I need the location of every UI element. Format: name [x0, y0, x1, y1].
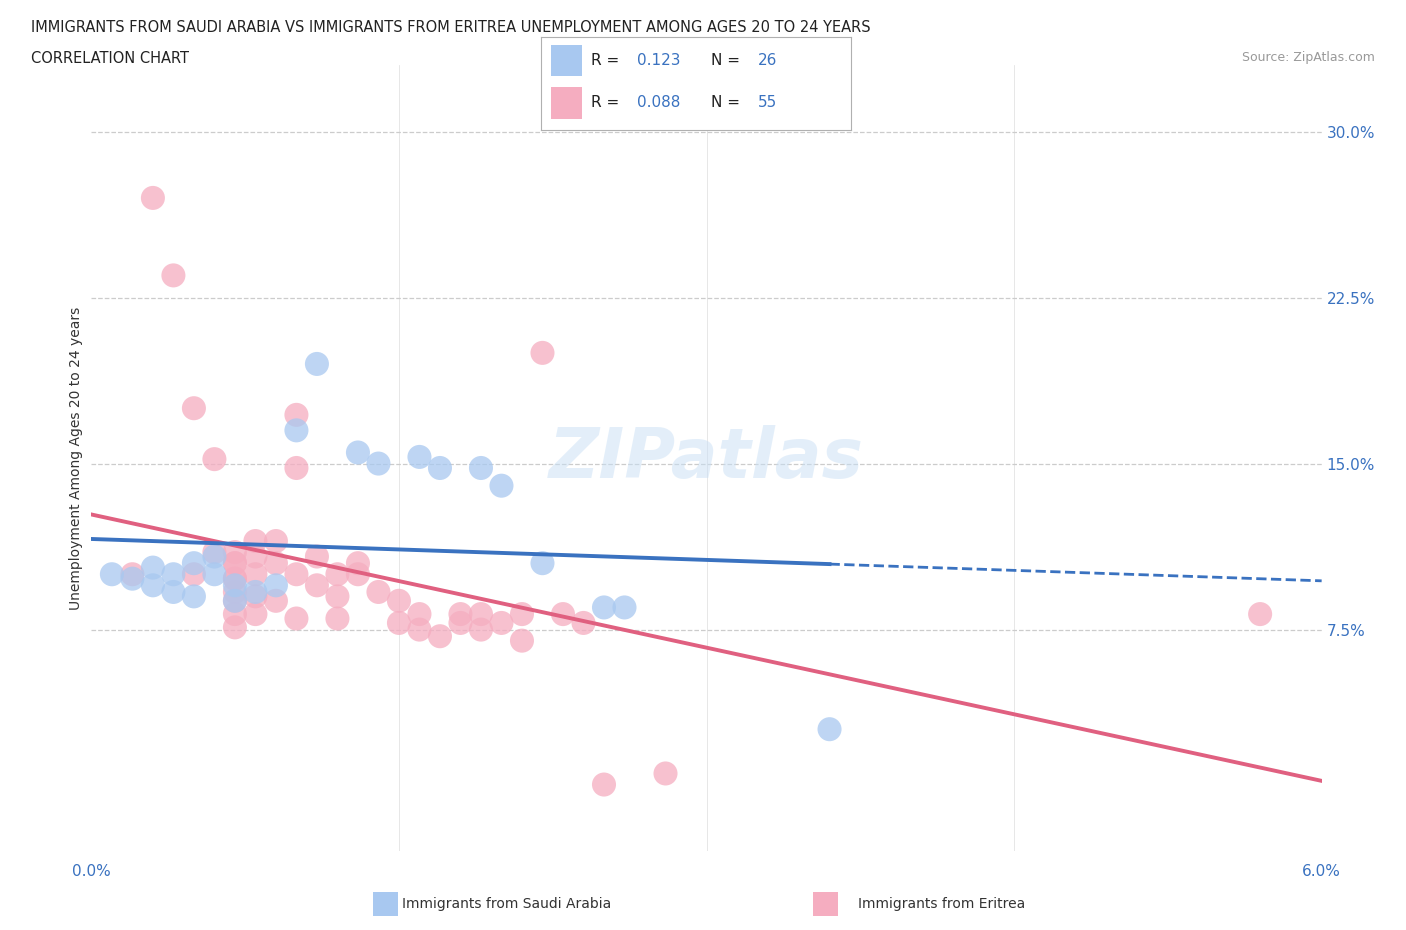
Point: [183, 566, 205, 581]
Point: [470, 622, 492, 637]
Text: Immigrants from Eritrea: Immigrants from Eritrea: [859, 897, 1025, 911]
Point: [531, 345, 554, 360]
Point: [347, 556, 370, 571]
Point: [224, 571, 246, 586]
Point: [101, 566, 124, 581]
Point: [470, 606, 492, 621]
Text: 0.123: 0.123: [637, 53, 681, 68]
Point: [388, 593, 411, 608]
Point: [264, 556, 287, 571]
Point: [408, 622, 430, 637]
Point: [264, 593, 287, 608]
Y-axis label: Unemployment Among Ages 20 to 24 years: Unemployment Among Ages 20 to 24 years: [69, 306, 83, 610]
Point: [285, 611, 308, 626]
Point: [449, 606, 471, 621]
Point: [510, 606, 533, 621]
Text: Source: ZipAtlas.com: Source: ZipAtlas.com: [1241, 51, 1375, 64]
Text: N =: N =: [711, 95, 741, 110]
Text: CORRELATION CHART: CORRELATION CHART: [31, 51, 188, 66]
Point: [531, 556, 554, 571]
Text: 26: 26: [758, 53, 778, 68]
Point: [121, 566, 143, 581]
Point: [305, 356, 328, 371]
Point: [202, 545, 225, 560]
Text: 0.088: 0.088: [637, 95, 681, 110]
Bar: [551, 45, 582, 76]
Point: [326, 611, 349, 626]
Point: [245, 585, 267, 600]
Point: [572, 616, 595, 631]
Point: [162, 585, 184, 600]
Point: [224, 578, 246, 592]
Point: [285, 460, 308, 475]
Text: N =: N =: [711, 53, 741, 68]
Point: [224, 571, 246, 586]
Point: [202, 549, 225, 564]
Point: [305, 578, 328, 592]
Point: [183, 589, 205, 604]
Point: [593, 600, 616, 615]
Point: [1249, 606, 1271, 621]
Text: ZIPatlas: ZIPatlas: [548, 424, 865, 492]
Point: [245, 534, 267, 549]
Point: [510, 633, 533, 648]
Text: 55: 55: [758, 95, 778, 110]
Point: [224, 593, 246, 608]
Bar: [551, 87, 582, 119]
Point: [347, 566, 370, 581]
Point: [326, 566, 349, 581]
Point: [245, 606, 267, 621]
Point: [429, 629, 451, 644]
Point: [326, 589, 349, 604]
Point: [183, 401, 205, 416]
Text: 0.0%: 0.0%: [72, 864, 111, 879]
Point: [224, 606, 246, 621]
Text: Immigrants from Saudi Arabia: Immigrants from Saudi Arabia: [402, 897, 610, 911]
Point: [202, 452, 225, 467]
Point: [654, 766, 676, 781]
Point: [224, 593, 246, 608]
Point: [367, 585, 389, 600]
Point: [408, 606, 430, 621]
Point: [551, 606, 574, 621]
Point: [347, 445, 370, 460]
Point: [245, 549, 267, 564]
Point: [224, 620, 246, 635]
Point: [224, 556, 246, 571]
Point: [388, 616, 411, 631]
Point: [285, 407, 308, 422]
Text: IMMIGRANTS FROM SAUDI ARABIA VS IMMIGRANTS FROM ERITREA UNEMPLOYMENT AMONG AGES : IMMIGRANTS FROM SAUDI ARABIA VS IMMIGRAN…: [31, 20, 870, 35]
Point: [818, 722, 841, 737]
Point: [491, 478, 513, 493]
Text: 6.0%: 6.0%: [1302, 864, 1341, 879]
Point: [224, 545, 246, 560]
Point: [408, 449, 430, 464]
Text: R =: R =: [591, 53, 619, 68]
Point: [224, 585, 246, 600]
Point: [285, 566, 308, 581]
Point: [491, 616, 513, 631]
Point: [593, 777, 616, 792]
Point: [202, 566, 225, 581]
Point: [183, 556, 205, 571]
Point: [264, 534, 287, 549]
Point: [121, 571, 143, 586]
Point: [429, 460, 451, 475]
Point: [449, 616, 471, 631]
Point: [367, 456, 389, 471]
Point: [142, 191, 165, 206]
Point: [305, 549, 328, 564]
Point: [264, 578, 287, 592]
Point: [613, 600, 636, 615]
Point: [245, 566, 267, 581]
Point: [142, 560, 165, 575]
Point: [142, 578, 165, 592]
Point: [470, 460, 492, 475]
Text: R =: R =: [591, 95, 619, 110]
Point: [224, 556, 246, 571]
Point: [245, 589, 267, 604]
Point: [285, 423, 308, 438]
Point: [162, 268, 184, 283]
Point: [162, 566, 184, 581]
